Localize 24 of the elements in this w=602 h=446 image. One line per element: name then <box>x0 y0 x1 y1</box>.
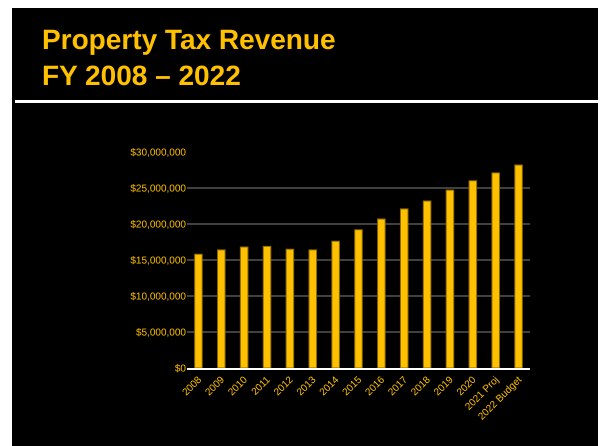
bar <box>400 208 409 368</box>
y-tick-label: $10,000,000 <box>130 292 186 302</box>
bar <box>308 249 318 368</box>
y-tick-label: $30,000,000 <box>130 148 186 158</box>
y-tick-label: $0 <box>174 364 186 374</box>
bar <box>262 246 272 368</box>
y-tick-label: $15,000,000 <box>130 256 186 266</box>
bar <box>194 254 203 368</box>
bar <box>354 229 363 368</box>
chart-subtitle: FY 2008 – 2022 <box>42 59 242 93</box>
bar <box>422 200 432 368</box>
bar <box>468 180 478 368</box>
bar <box>514 164 523 368</box>
y-tick-label: $25,000,000 <box>130 184 186 194</box>
bar <box>377 218 386 368</box>
bar <box>217 249 226 368</box>
y-tick-label: $20,000,000 <box>130 220 186 230</box>
chart-title: Property Tax Revenue <box>42 23 336 57</box>
bar <box>286 248 294 368</box>
bar <box>446 190 454 368</box>
bar <box>240 246 248 368</box>
bar <box>331 240 340 368</box>
bar <box>491 172 500 368</box>
y-tick-label: $5,000,000 <box>136 328 186 338</box>
